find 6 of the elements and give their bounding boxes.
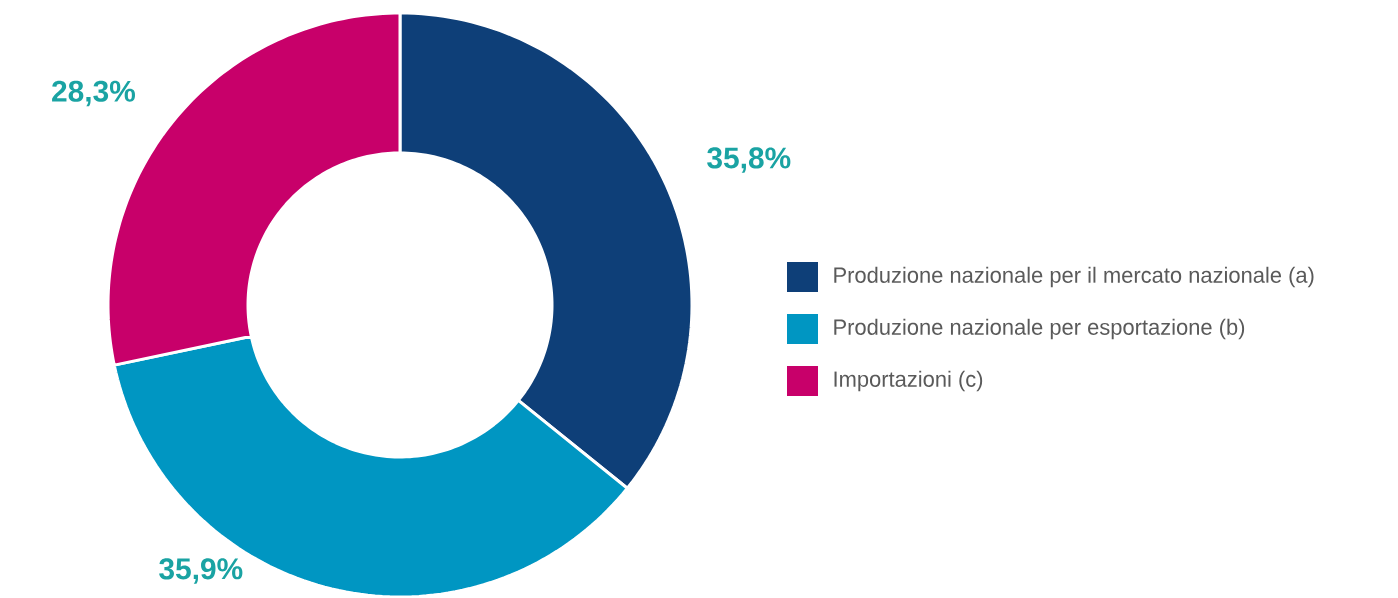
data-label: 28,3% <box>52 80 135 106</box>
legend-label: Importazioni (c) <box>834 370 983 391</box>
legend-label: Produzione nazionale per esportazione (b) <box>834 318 1245 339</box>
data-label: 35,9% <box>159 558 243 584</box>
data-label: 35,8% <box>707 147 791 173</box>
legend-label: Produzione nazionale per il mercato nazionale (a) <box>834 266 1314 287</box>
